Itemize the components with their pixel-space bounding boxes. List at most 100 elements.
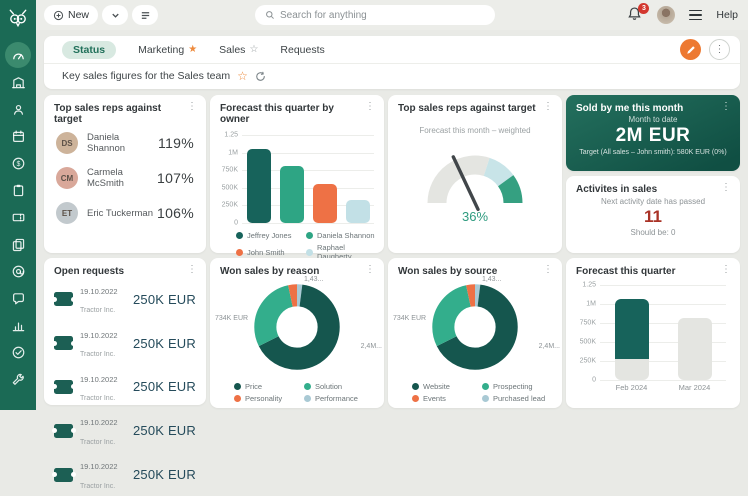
card-menu-icon[interactable]: ⋮ xyxy=(187,264,197,275)
app-logo-owl-icon[interactable] xyxy=(6,7,30,34)
tab-marketing[interactable]: Marketing ★ xyxy=(138,43,198,56)
card-title: Forecast this quarter xyxy=(576,266,676,277)
y-tick-label: 0 xyxy=(592,376,596,384)
tab-sales[interactable]: Sales ☆ xyxy=(219,43,259,56)
card-title: Forecast this quarter by owner xyxy=(220,103,334,125)
x-tick-label: Mar 2024 xyxy=(678,383,711,392)
bar-jeffrey-jones[interactable] xyxy=(246,149,271,223)
bar-raphael-daugherty[interactable] xyxy=(345,200,370,223)
card-gauge-target: Top sales reps against target ⋮ Forecast… xyxy=(388,95,562,253)
sold-value: 2M EUR xyxy=(615,125,691,146)
card-menu-icon[interactable]: ⋮ xyxy=(721,264,731,275)
bar-john-smith[interactable] xyxy=(312,183,337,223)
sidebar-item-chat-bubble[interactable] xyxy=(5,285,31,311)
card-menu-icon[interactable]: ⋮ xyxy=(543,264,553,275)
sidebar-item-ticket[interactable] xyxy=(5,204,31,230)
request-date: 19.10.2022 xyxy=(80,374,118,384)
rep-name: Carmela McSmith xyxy=(87,167,124,189)
new-button-label: New xyxy=(68,9,90,21)
sidebar-item-documents-copy[interactable] xyxy=(5,231,31,257)
request-row[interactable]: 19.10.2022 Tractor Inc. 250K EUR xyxy=(44,365,206,409)
new-dropdown-button[interactable] xyxy=(102,5,129,25)
user-avatar[interactable] xyxy=(657,6,676,24)
legend-item[interactable]: Personality xyxy=(234,394,304,403)
topbar: New Search for anything 3 Help xyxy=(36,0,748,30)
sidebar-item-tools-wrench[interactable] xyxy=(5,366,31,392)
search-input[interactable]: Search for anything xyxy=(255,5,495,25)
card-menu-icon[interactable]: ⋮ xyxy=(721,182,731,193)
y-tick-label: 1.25 xyxy=(582,281,596,289)
y-tick-label: 250K xyxy=(579,357,596,365)
sidebar-item-calendar[interactable] xyxy=(5,123,31,149)
legend-item[interactable]: Solution xyxy=(304,382,374,391)
card-menu-icon[interactable]: ⋮ xyxy=(721,101,731,112)
y-tick-label: 500K xyxy=(579,338,596,346)
legend-item[interactable]: Daniela Shannon xyxy=(306,231,376,240)
card-forecast-this-quarter: Forecast this quarter ⋮ 1.25 1M 750K 500K 25… xyxy=(566,258,740,408)
legend-item[interactable]: Performance xyxy=(304,394,374,403)
gauge-subtitle: Forecast this month – weighted xyxy=(419,126,531,135)
donut-label-right: 2,4M... xyxy=(538,343,560,350)
card-menu-icon[interactable]: ⋮ xyxy=(543,101,553,112)
stacked-bar-mar-2024[interactable] xyxy=(677,318,712,380)
tab-status[interactable]: Status xyxy=(62,40,117,59)
tab-requests[interactable]: Requests xyxy=(280,43,325,56)
tab-list: Status Marketing ★ Sales ☆ Requests xyxy=(62,40,325,59)
new-button[interactable]: New xyxy=(44,5,99,25)
request-amount: 250K EUR xyxy=(132,423,196,439)
rep-percent: 119% xyxy=(158,135,194,151)
menu-button[interactable] xyxy=(689,9,703,21)
request-amount: 250K EUR xyxy=(132,335,196,351)
help-link[interactable]: Help xyxy=(716,9,738,21)
card-open-requests: Open requests ⋮ 19.10.2022 Tractor Inc. 25… xyxy=(44,258,206,490)
sidebar-item-goals-target[interactable] xyxy=(5,339,31,365)
quick-list-button[interactable] xyxy=(132,5,159,25)
legend-item[interactable]: Events xyxy=(412,394,482,403)
donut-chart: 734K EUR 1,43... 2,4M... xyxy=(210,276,384,377)
edit-dashboard-button[interactable] xyxy=(680,39,701,60)
request-row[interactable]: 19.10.2022 Tractor Inc. 250K EUR xyxy=(44,321,206,365)
card-title: Won sales by source xyxy=(398,266,498,277)
notifications-button[interactable]: 3 xyxy=(627,3,650,24)
request-company: Tractor Inc. xyxy=(80,438,116,446)
stacked-bar-feb-2024[interactable] xyxy=(614,299,649,380)
sidebar-item-payments-dollar[interactable]: $ xyxy=(5,150,31,176)
avatar: DS xyxy=(56,132,78,154)
sidebar-item-insights-bars[interactable] xyxy=(5,312,31,338)
sidebar-item-company-building[interactable] xyxy=(5,69,31,95)
sidebar-item-clipboard[interactable] xyxy=(5,177,31,203)
refresh-icon[interactable] xyxy=(255,71,266,82)
rep-row[interactable]: DS Daniela Shannon 119% xyxy=(44,125,206,160)
request-row[interactable]: 19.10.2022 Tractor Inc. 250K EUR xyxy=(44,277,206,321)
legend-item[interactable]: John Smith xyxy=(236,243,306,261)
svg-text:$: $ xyxy=(16,160,20,167)
card-menu-icon[interactable]: ⋮ xyxy=(187,101,197,112)
sidebar-item-dashboard-gauge[interactable] xyxy=(5,42,31,68)
rep-percent: 106% xyxy=(156,205,194,221)
panel-more-button[interactable]: ⋮ xyxy=(709,39,730,60)
bar-daniela-shannon[interactable] xyxy=(279,165,304,223)
donut-chart: 734K EUR 1,43... 2,4M... xyxy=(388,276,562,377)
legend-item[interactable]: Price xyxy=(234,382,304,391)
donut-label-right: 2,4M... xyxy=(360,343,382,350)
rep-row[interactable]: ET Eric Tuckerman 106% xyxy=(44,195,206,230)
legend-item[interactable]: Prospecting xyxy=(482,382,552,391)
card-menu-icon[interactable]: ⋮ xyxy=(365,101,375,112)
sidebar-item-contacts-person[interactable] xyxy=(5,96,31,122)
legend-item[interactable]: Website xyxy=(412,382,482,391)
legend-item[interactable]: Raphael Daugherty xyxy=(306,243,376,261)
request-row[interactable]: 19.10.2022 Tractor Inc. 250K EUR xyxy=(44,452,206,496)
dashboard-subtitle: Key sales figures for the Sales team xyxy=(62,70,231,82)
sidebar-item-email-at[interactable] xyxy=(5,258,31,284)
rep-name: Eric Tuckerman xyxy=(87,207,153,219)
notification-badge: 3 xyxy=(638,3,650,14)
request-row[interactable]: 19.10.2022 Tractor Inc. 250K EUR xyxy=(44,408,206,452)
star-filled-icon: ★ xyxy=(188,44,198,55)
rep-row[interactable]: CM Carmela McSmith 107% xyxy=(44,160,206,195)
card-title: Open requests xyxy=(54,266,125,277)
card-menu-icon[interactable]: ⋮ xyxy=(365,264,375,275)
legend-item[interactable]: Purchased lead xyxy=(482,394,552,403)
legend-item[interactable]: Jeffrey Jones xyxy=(236,231,306,240)
chart-legend: Jeffrey Jones Daniela Shannon John Smith Ra… xyxy=(236,231,376,261)
favorite-star-icon[interactable]: ☆ xyxy=(237,69,248,83)
